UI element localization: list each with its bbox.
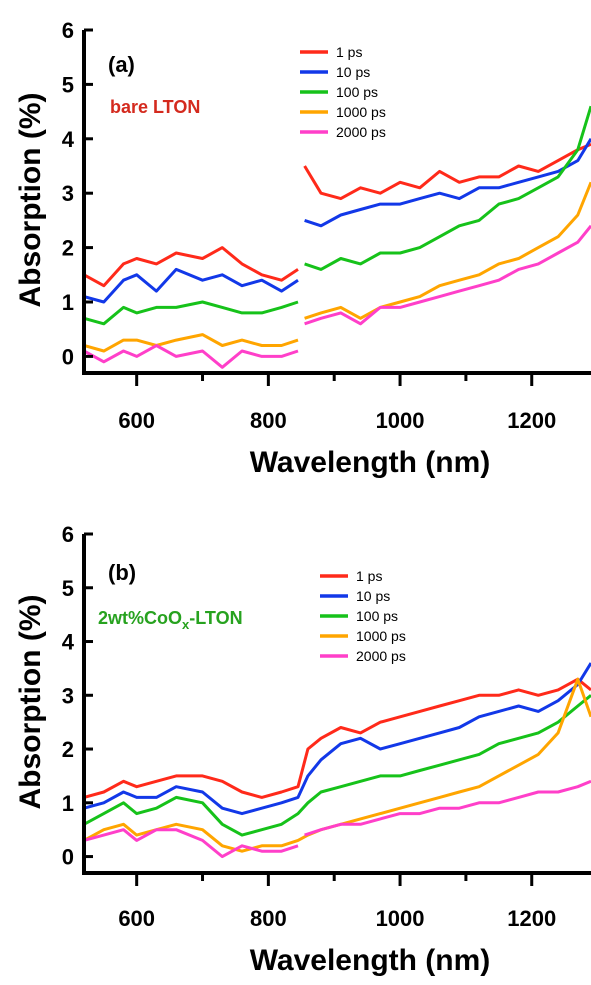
x-tick-label: 1200 — [507, 408, 556, 433]
y-tick-label: 0 — [62, 845, 74, 870]
legend: 1 ps 10 ps 100 ps 1000 ps 2000 ps — [300, 44, 386, 140]
legend: 1 ps 10 ps 100 ps 1000 ps 2000 ps — [320, 568, 406, 664]
series-lines — [84, 105, 591, 369]
sample-label-subscript: x — [182, 617, 190, 632]
panel-label: (a) — [108, 52, 135, 77]
y-tick-label: 2 — [62, 737, 74, 762]
series-line-2000ps — [304, 779, 591, 837]
legend-entry: 10 ps — [356, 588, 390, 604]
sample-label-tail: -LTON — [189, 608, 242, 628]
legend-entry: 1 ps — [356, 568, 382, 584]
y-tick-label: 1 — [62, 791, 74, 816]
x-tick-label: 600 — [118, 408, 155, 433]
legend-entry: 1000 ps — [336, 104, 386, 120]
legend-entry: 100 ps — [356, 608, 398, 624]
y-tick-label: 5 — [62, 72, 74, 97]
legend-entry: 2000 ps — [336, 124, 386, 140]
legend-entry: 100 ps — [336, 84, 378, 100]
x-tick-label: 1000 — [376, 408, 425, 433]
series-line-1000ps — [84, 333, 299, 353]
series-line-1ps — [84, 677, 591, 799]
x-tick-label: 800 — [250, 408, 287, 433]
y-tick-label: 3 — [62, 683, 74, 708]
y-tick-label: 0 — [62, 344, 74, 369]
y-axis-title: Absorption (%) — [14, 93, 47, 308]
series-line-10ps — [84, 662, 591, 816]
sample-label: bare LTON — [110, 97, 200, 117]
y-tick-label: 2 — [62, 236, 74, 261]
panel-a: 0 1 2 3 4 5 6 600 800 1000 1200 Wavelength (nm) Abso… — [14, 18, 591, 479]
legend-entry: 1 ps — [336, 44, 362, 60]
series-line-10ps — [84, 267, 299, 304]
series-line-1ps — [303, 142, 591, 201]
sample-label-main: 2wt%CoO — [98, 608, 182, 628]
panel-b: 0 1 2 3 4 5 6 600 800 1000 1200 Wavelength (nm) Abso… — [14, 522, 591, 977]
legend-entry: 10 ps — [336, 64, 370, 80]
x-axis-title: Wavelength (nm) — [250, 944, 491, 977]
y-tick-label: 6 — [62, 18, 74, 43]
y-tick-label: 4 — [62, 127, 75, 152]
x-tick-label: 1200 — [507, 906, 556, 931]
legend-entry: 1000 ps — [356, 628, 406, 644]
y-tick-label: 3 — [62, 181, 74, 206]
series-line-100ps — [304, 105, 591, 271]
legend-entry: 2000 ps — [356, 648, 406, 664]
series-line-2000ps — [304, 224, 591, 326]
x-tick-label: 1000 — [376, 906, 425, 931]
y-tick-label: 6 — [62, 522, 74, 547]
y-tick-label: 4 — [62, 630, 75, 655]
x-tick-label: 600 — [118, 906, 155, 931]
x-axis-title: Wavelength (nm) — [250, 446, 491, 479]
series-line-100ps — [84, 300, 299, 326]
series-line-1000ps — [304, 181, 591, 320]
series-line-10ps — [304, 138, 591, 228]
panel-label: (b) — [108, 560, 136, 585]
x-tick-label: 800 — [250, 906, 287, 931]
series-line-1ps — [84, 246, 299, 288]
sample-label: 2wt%CoOx-LTON — [98, 608, 243, 632]
series-line-100ps — [84, 694, 591, 837]
y-tick-label: 1 — [62, 290, 74, 315]
y-tick-label: 5 — [62, 576, 74, 601]
series-line-2000ps — [84, 828, 299, 859]
series-line-2000ps — [84, 344, 299, 369]
y-axis-title: Absorption (%) — [14, 595, 47, 810]
series-lines — [84, 662, 591, 859]
